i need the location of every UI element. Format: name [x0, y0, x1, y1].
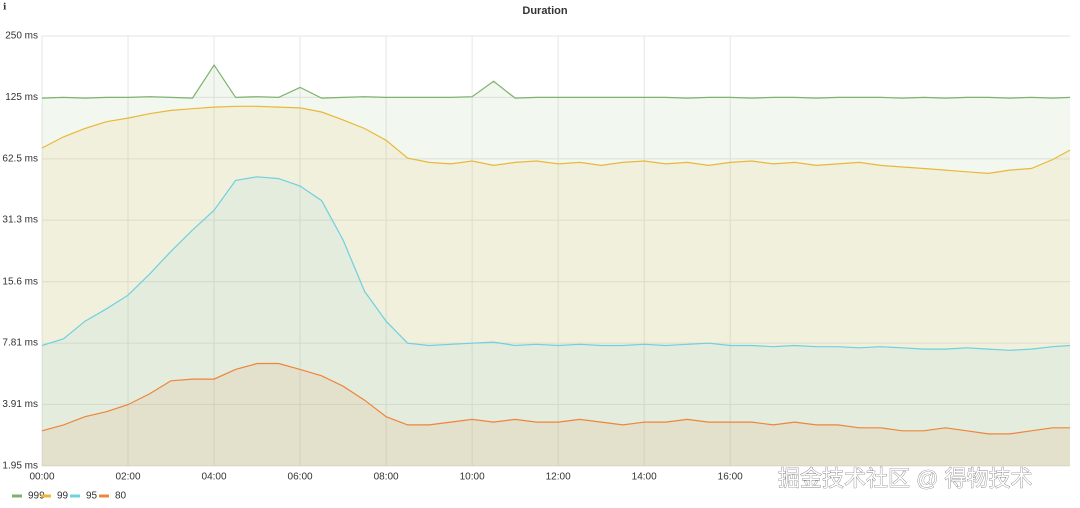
y-tick-label: 250 ms [5, 31, 38, 42]
x-tick-label: 06:00 [288, 472, 313, 483]
y-tick-label: 7.81 ms [2, 338, 38, 349]
legend-label[interactable]: 99 [57, 491, 69, 502]
y-tick-label: 3.91 ms [2, 399, 38, 410]
y-tick-label: 62.5 ms [2, 153, 38, 164]
y-tick-label: 15.6 ms [2, 276, 38, 287]
x-tick-label: 04:00 [202, 472, 227, 483]
x-tick-label: 10:00 [460, 472, 485, 483]
x-tick-label: 14:00 [632, 472, 657, 483]
plot-area: 1.95 ms 3.91 ms 7.81 ms 15.6 ms 31.3 ms 62.5 … [2, 31, 1071, 483]
series-area [42, 176, 1070, 467]
x-tick-label: 02:00 [116, 472, 141, 483]
series-area [42, 106, 1070, 467]
watermark: 掘金技术社区 @ 得物技术 [778, 466, 1033, 491]
y-tick-label: 31.3 ms [2, 215, 38, 226]
series-line [41, 176, 1071, 351]
legend-label[interactable]: 95 [86, 491, 98, 502]
legend-label[interactable]: 999 [28, 491, 45, 502]
x-tick-label: 12:00 [546, 472, 571, 483]
series-area [42, 363, 1070, 466]
y-tick-label: 125 ms [5, 92, 38, 103]
x-tick-label: 08:00 [374, 472, 399, 483]
series-line [41, 105, 1071, 175]
x-tick-label: 16:00 [718, 472, 743, 483]
x-tick-label: 00:00 [29, 472, 54, 483]
series-line [41, 64, 1071, 99]
y-tick-label: 1.95 ms [2, 461, 38, 472]
series-line [41, 362, 1070, 435]
legend-label[interactable]: 80 [115, 491, 127, 502]
info-icon[interactable]: ℹ [3, 1, 7, 11]
chart-title: Duration [522, 5, 568, 17]
